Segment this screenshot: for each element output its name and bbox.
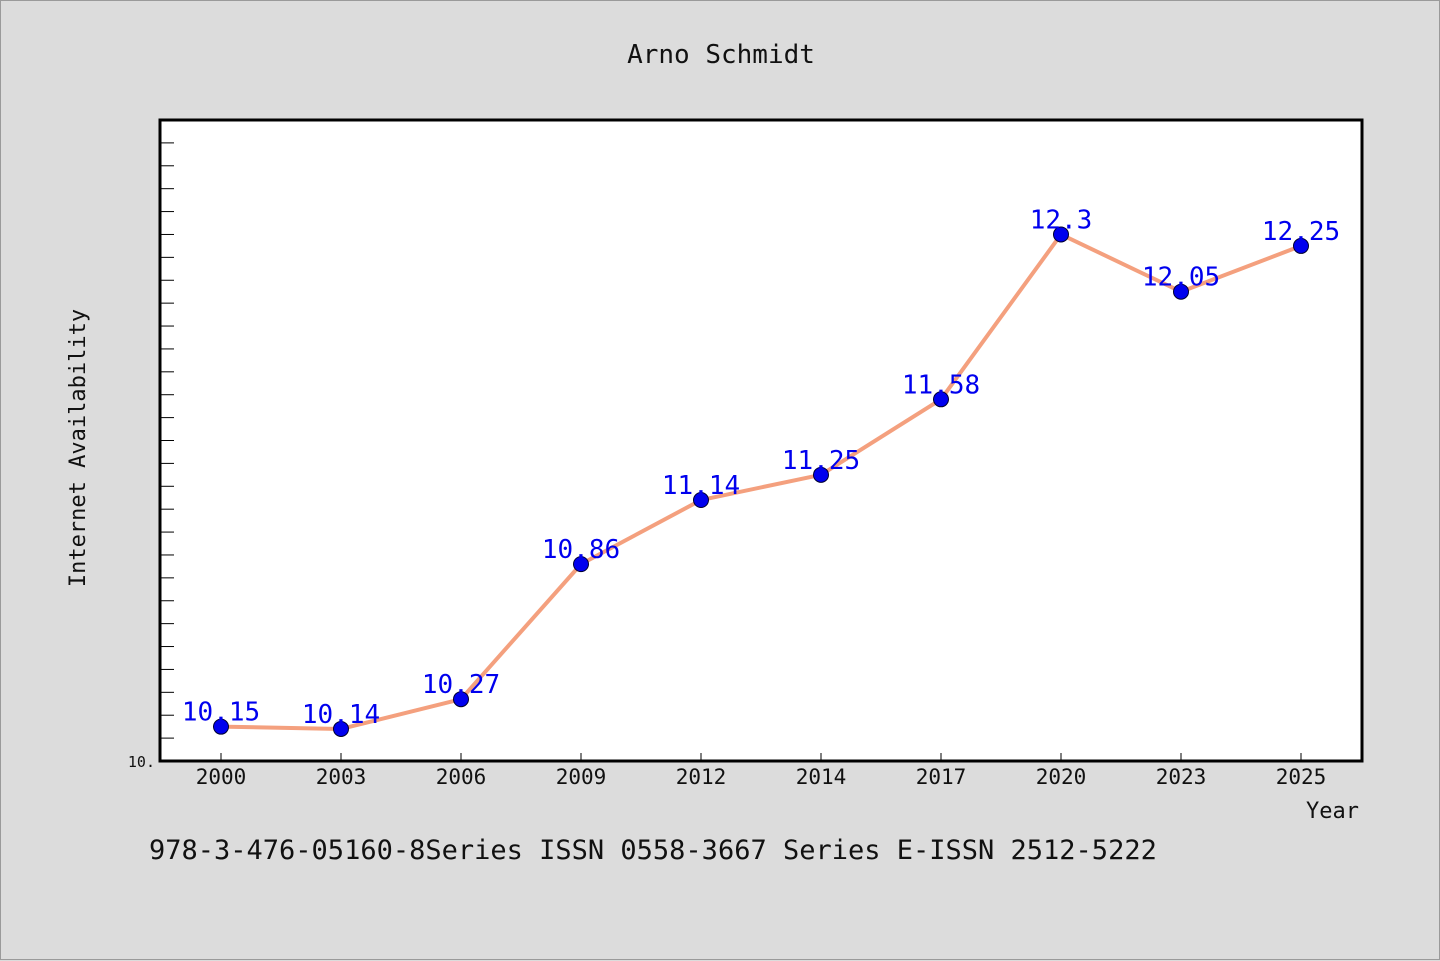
- data-point: [573, 556, 589, 573]
- x-tick-label: 2000: [196, 765, 247, 789]
- data-label: 12.25: [1262, 217, 1340, 247]
- x-tick-label: 2020: [1036, 765, 1087, 789]
- data-label: 11.25: [782, 446, 860, 476]
- series-line: [220, 232, 1302, 731]
- x-tick-label: 2025: [1276, 765, 1327, 789]
- x-tick-label: 2003: [316, 765, 367, 789]
- data-label: 12.05: [1142, 263, 1220, 293]
- data-label: 12.3: [1030, 205, 1093, 235]
- y-axis-ticks: [160, 142, 174, 762]
- data-label: 10.27: [422, 670, 500, 700]
- x-tick-label: 2012: [676, 765, 727, 789]
- plot-area: [158, 118, 1364, 763]
- data-label: 10.15: [182, 698, 260, 728]
- x-tick-label: 2023: [1156, 765, 1207, 789]
- footer-isbn-text: 978-3-476-05160-8Series ISSN 0558-3667 S…: [149, 835, 1157, 866]
- x-axis-ticks: 2000 2003 2006 2009 2012 2014 2017 2020 2023 2025: [196, 753, 1327, 789]
- data-label: 11.14: [662, 471, 740, 501]
- data-point: [813, 466, 829, 483]
- x-tick-label: 2014: [796, 765, 847, 789]
- data-point: [453, 691, 469, 708]
- chart-title: Arno Schmidt: [627, 40, 815, 70]
- data-point: [1293, 237, 1309, 254]
- data-point: [333, 720, 349, 737]
- data-point: [693, 492, 709, 509]
- x-tick-label: 2009: [556, 765, 607, 789]
- series-group: 10.15 10.14 10.27 10.86 11.14 11.25 11.58 12.3 1…: [182, 205, 1340, 737]
- x-axis-label: Year: [1306, 799, 1359, 824]
- data-point: [1173, 283, 1189, 300]
- data-label: 10.86: [542, 535, 620, 565]
- x-tick-label: 2006: [436, 765, 487, 789]
- x-tick-label: 2017: [916, 765, 967, 789]
- y-tick-label: 10.: [128, 753, 155, 771]
- data-point: [1053, 226, 1069, 243]
- y-axis-label: Internet Availability: [66, 309, 91, 587]
- data-label: 10.14: [302, 700, 380, 730]
- data-label: 11.58: [902, 370, 980, 400]
- data-point: [213, 718, 229, 735]
- data-point: [933, 391, 949, 408]
